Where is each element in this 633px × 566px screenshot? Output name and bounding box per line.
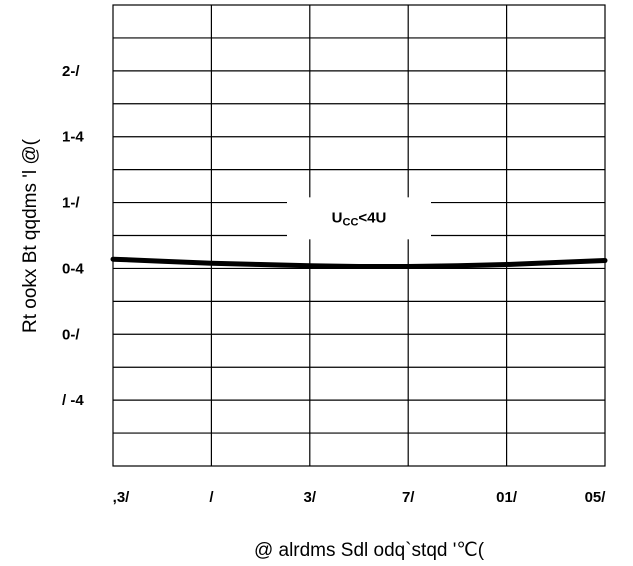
x-tick-label: / (209, 489, 214, 506)
x-axis-title: @ alrdms Sdl odq`stqd '℃( (254, 540, 485, 561)
annotation-label: UCC<4U (332, 209, 387, 228)
annotation-subscript: CC (343, 216, 359, 228)
y-tick-label: / -4 (62, 392, 84, 409)
y-axis-title: Rt ookx Bt qqdms 'l @( (20, 138, 41, 333)
x-tick-label: 05/ (585, 489, 607, 506)
annotation-background (287, 197, 431, 240)
grid (113, 5, 605, 466)
x-tick-label: 3/ (304, 489, 317, 506)
y-tick-label: 2-/ (62, 63, 80, 80)
y-tick-label: 0-/ (62, 326, 80, 343)
y-tick-labels: / -4 0-/ 0-4 1-/ 1-4 2-/ (62, 63, 84, 409)
x-tick-label: ,3/ (113, 489, 131, 506)
plot-frame (112, 4, 606, 467)
annotation-rest: <4U (358, 209, 386, 226)
x-tick-labels: ,3/ / 3/7/01/05/ (113, 489, 607, 506)
y-tick-label: 0-4 (62, 260, 84, 277)
annotation-main: U (332, 209, 343, 226)
x-tick-label: 7/ (402, 489, 415, 506)
y-tick-label: 1-/ (62, 195, 80, 212)
y-tick-label: 1-4 (62, 129, 84, 146)
series-line (110, 256, 608, 269)
x-tick-label: 01/ (496, 489, 518, 506)
